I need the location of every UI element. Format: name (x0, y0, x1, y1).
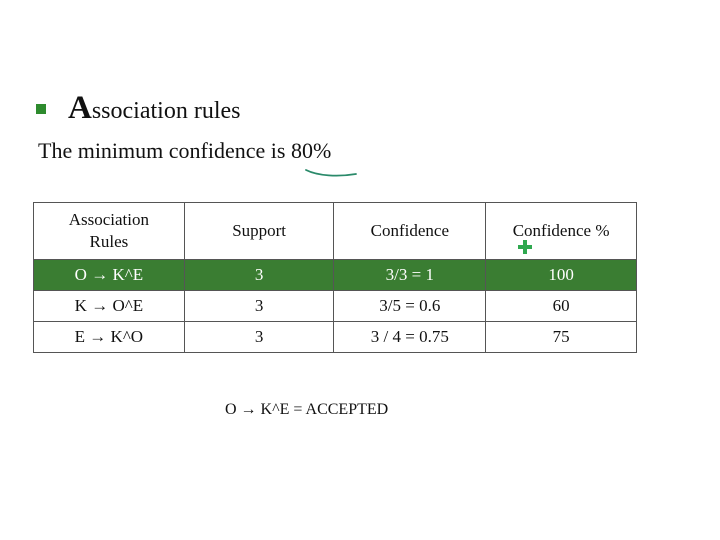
subtitle: The minimum confidence is 80% (38, 138, 331, 164)
table-row: K → O^E 3 3/5 = 0.6 60 (33, 290, 637, 322)
rule-cell: K → O^E (33, 290, 185, 322)
subtitle-value: 80% (290, 138, 332, 163)
plus-cursor-icon (518, 240, 532, 254)
result-text: O → K^E = ACCEPTED (225, 401, 389, 418)
pen-underline-annotation (305, 169, 357, 177)
confidence-cell: 3 / 4 = 0.75 (333, 321, 487, 353)
confidence-percent-cell: 100 (485, 259, 637, 291)
header-support: Support (183, 202, 335, 260)
header-association-rules: Association Rules (33, 202, 185, 260)
header-confidence: Confidence (333, 202, 487, 260)
table-header-row: Association Rules Support Confidence Conf… (33, 202, 637, 260)
rule-cell: E → K^O (33, 321, 185, 353)
subtitle-prefix: The minimum confidence is (38, 138, 291, 163)
confidence-percent-cell: 75 (485, 321, 637, 353)
confidence-percent-cell: 60 (485, 290, 637, 322)
table-row: O → K^E 3 3/3 = 1 100 (33, 259, 637, 291)
slide-heading: Association rules (68, 90, 240, 127)
confidence-cell: 3/3 = 1 (333, 259, 487, 291)
bullet-square-icon (36, 104, 46, 114)
rule-cell: O → K^E (33, 259, 185, 291)
heading-rest: ssociation rules (91, 98, 241, 124)
table-row: E → K^O 3 3 / 4 = 0.75 75 (33, 321, 637, 353)
support-cell: 3 (183, 259, 335, 291)
association-rules-table: Association Rules Support Confidence Conf… (33, 202, 637, 353)
header-confidence-percent: Confidence % (485, 202, 637, 260)
heading-row: Association rules (36, 90, 240, 127)
confidence-cell: 3/5 = 0.6 (333, 290, 487, 322)
heading-initial: A (68, 90, 92, 126)
support-cell: 3 (183, 290, 335, 322)
support-cell: 3 (183, 321, 335, 353)
